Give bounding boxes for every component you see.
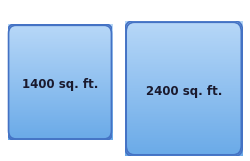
Text: 1970: 1970 [60, 121, 98, 135]
Text: 1400 sq. ft.: 1400 sq. ft. [22, 78, 98, 91]
Text: 2011: 2011 [154, 129, 193, 143]
Text: 2400 sq. ft.: 2400 sq. ft. [146, 85, 222, 98]
